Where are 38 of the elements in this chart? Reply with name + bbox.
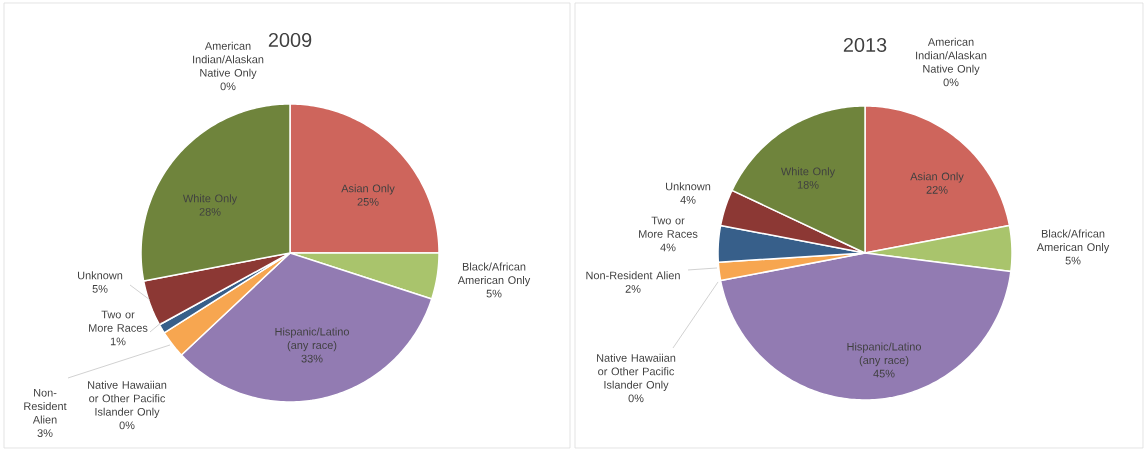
category-label: Native Hawaiian or Other Pacific Islander Only — [597, 353, 676, 391]
slice-label: Black/African American Only — [1036, 229, 1110, 254]
data-label: 5% — [1065, 256, 1081, 265]
category-label: American Indian/Alaskan Native Only — [916, 37, 987, 75]
slice-label: Asian Only — [910, 172, 964, 183]
data-label: 45% — [873, 369, 895, 378]
data-label: 33% — [301, 354, 323, 363]
slice-label: Hispanic/Latino (any race) — [275, 327, 349, 352]
data-label: 22% — [926, 186, 948, 194]
text: 0% — [628, 394, 644, 403]
data-label: 1% — [110, 337, 126, 346]
data-label: 4% — [660, 243, 676, 252]
data-label: 28% — [199, 207, 221, 216]
text: 0% — [119, 421, 135, 430]
chart-title: 2013 — [843, 37, 887, 53]
slice-label: Unknown — [666, 182, 711, 191]
category-label: American Indian/Alaskan Native Only — [193, 41, 264, 79]
data-label: 18% — [797, 180, 819, 189]
text: 0% — [943, 78, 959, 87]
slice-label: Hispanic/Latino (any race) — [847, 342, 921, 367]
slice-label: Non-Resident Alien — [24, 388, 67, 424]
chart-title: 2009 — [268, 32, 312, 48]
category-label: Native Hawaiian or Other Pacific Islander Only — [88, 380, 167, 418]
slice-label: White Only — [182, 194, 238, 205]
data-label: 3% — [37, 429, 53, 437]
slice-label: White Only — [780, 167, 836, 178]
data-label: 5% — [92, 285, 108, 293]
slice-label: Black/African American Only — [457, 262, 531, 287]
slice-label: Asian Only — [341, 184, 395, 195]
slice-label: Non-Resident Alien — [586, 271, 680, 280]
slice-label: Unknown — [78, 271, 123, 280]
slice-label: Two or More Races — [89, 310, 148, 332]
data-label: 2% — [625, 285, 641, 293]
text: 0% — [220, 82, 236, 91]
slice-label: Two or More Races — [639, 216, 698, 238]
data-label: 5% — [486, 289, 502, 298]
data-label: 25% — [357, 197, 379, 206]
data-label: 4% — [680, 196, 696, 204]
